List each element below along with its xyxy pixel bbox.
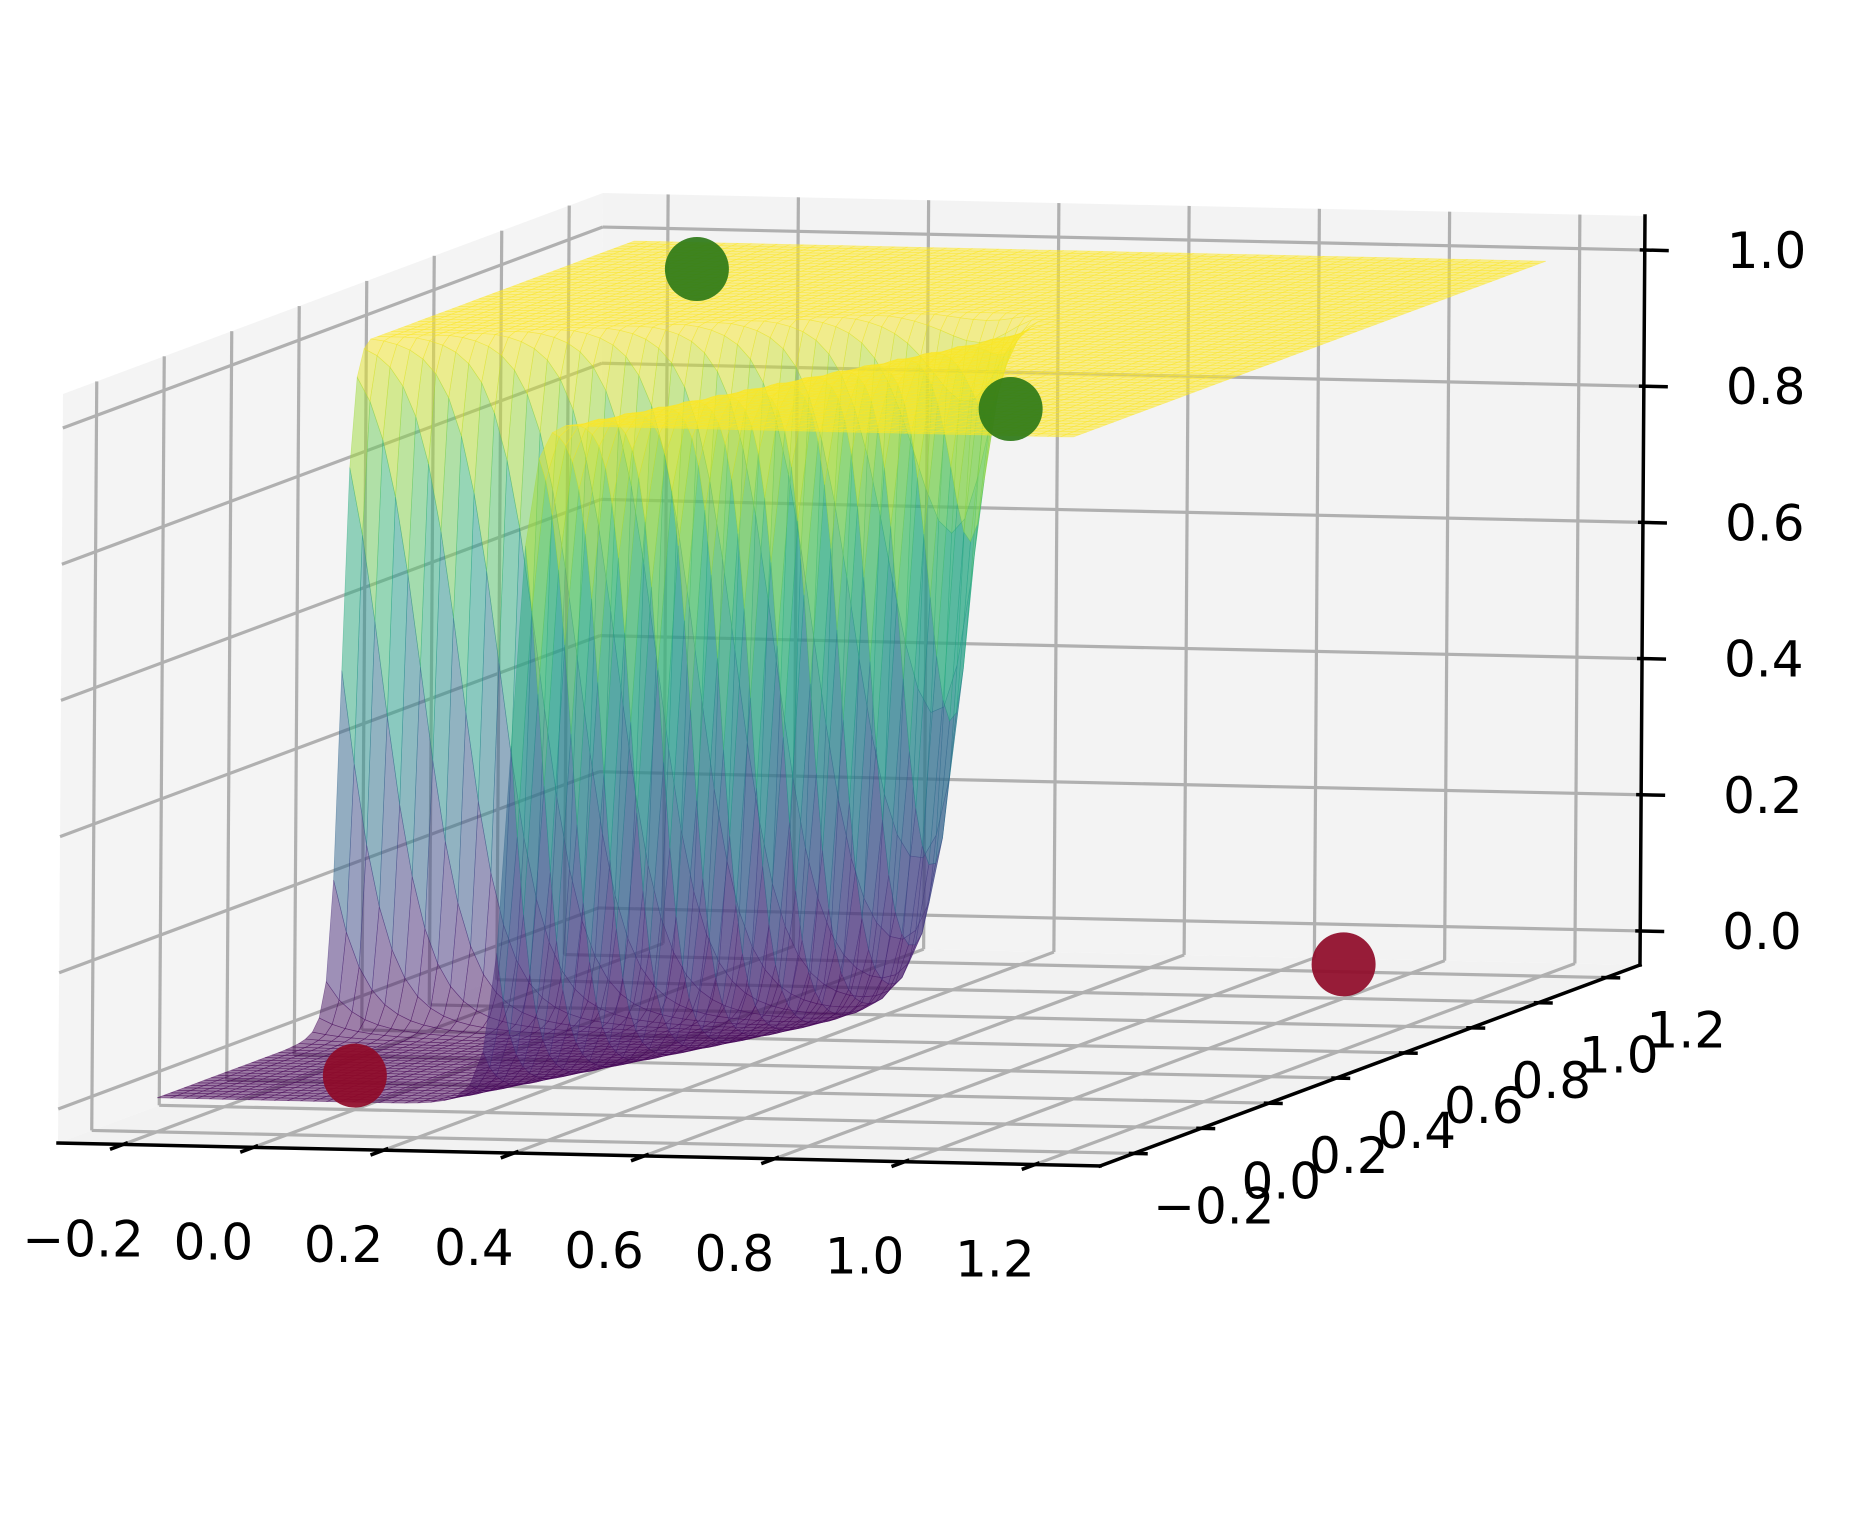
x-axis-tick-label: 0.4 [434, 1219, 514, 1277]
x-axis-tick [239, 1143, 259, 1154]
x-axis-line [56, 1141, 1102, 1168]
data-points [322, 237, 1376, 1108]
z-axis-tick [1638, 384, 1668, 389]
x-axis-tick-label: 1.2 [955, 1231, 1035, 1289]
y-axis-tick-label: 1.2 [1647, 1002, 1727, 1060]
grid-line-z-left [62, 225, 604, 430]
y-axis-tick-label: 0.6 [1444, 1077, 1524, 1135]
z-axis-tick [1637, 656, 1667, 661]
grid-line-x-floor [773, 956, 1315, 1161]
z-axis-line [1638, 214, 1647, 967]
x-axis-tick-label: 1.0 [825, 1228, 905, 1286]
x-axis-tick-label: 0.2 [304, 1216, 384, 1274]
x-axis-tick [630, 1152, 650, 1163]
data-point [664, 237, 729, 302]
surface-face [1060, 433, 1081, 438]
grid-line-x-back [1573, 214, 1582, 964]
grid-line-y-floor [159, 1103, 1202, 1130]
tick-labels: −0.2 0.0 0.2 0.4 0.6 0.8 1.0 1.2−0.20.00.20.40.… [22, 222, 1806, 1289]
y-axis-tick-label: −0.2 [1153, 1177, 1274, 1235]
grid-line-y-left [225, 331, 234, 1081]
grid-line-y-left [292, 306, 301, 1056]
z-axis-tick [1637, 520, 1667, 525]
y-axis-tick-label: 0.4 [1377, 1102, 1457, 1160]
grid-line-x-floor [1034, 962, 1576, 1167]
y-axis-line [1097, 962, 1643, 1169]
surface-plot [156, 240, 1547, 1104]
x-axis-tick [890, 1158, 910, 1169]
grid-line-x-floor [513, 950, 1055, 1155]
x-axis-tick [1021, 1161, 1041, 1172]
data-point [1311, 932, 1376, 997]
z-axis-tick [1639, 248, 1669, 253]
data-point [322, 1043, 387, 1108]
x-axis-tick [109, 1141, 129, 1151]
grid-line-x-back [1443, 211, 1452, 961]
y-axis-tick-label: 1.0 [1579, 1027, 1659, 1085]
x-axis-tick-label: 0.8 [695, 1225, 775, 1283]
z-axis-tick [1636, 792, 1666, 798]
x-axis-tick-label: 0.0 [174, 1213, 254, 1271]
x-axis-tick-label: −0.2 [22, 1210, 143, 1268]
z-axis-tick [1635, 929, 1665, 934]
y-axis-tick-label: 0.8 [1512, 1052, 1592, 1110]
x-axis-tick-label: 0.6 [564, 1222, 644, 1280]
grid-line-y-floor [91, 1128, 1134, 1156]
grid-line-y-left [157, 356, 166, 1106]
grid-line-z-back [602, 225, 1645, 252]
tick-marks [109, 248, 1669, 1172]
y-axis-tick-label: 0.0 [1242, 1152, 1322, 1210]
x-axis-tick [369, 1146, 389, 1157]
grid-line-y-left [90, 381, 99, 1131]
axis-lines [56, 214, 1647, 1169]
grid-line-x-floor [643, 953, 1185, 1158]
x-axis-tick [760, 1155, 780, 1166]
data-point [978, 377, 1043, 442]
y-axis-tick-label: 0.2 [1309, 1127, 1389, 1185]
x-axis-tick [500, 1149, 520, 1160]
